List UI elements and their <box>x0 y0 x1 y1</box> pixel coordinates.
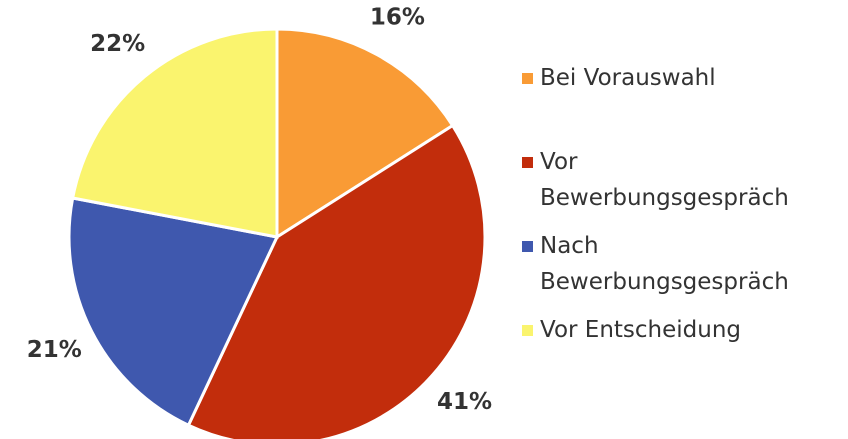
legend-swatch <box>522 157 533 168</box>
legend-label: Bei Vorauswahl <box>540 65 716 91</box>
legend-item: Bei Vorauswahl <box>522 60 830 96</box>
legend-item: Vor Bewerbungsgespräch <box>522 144 830 216</box>
legend-label: Vor Bewerbungsgespräch <box>540 149 789 211</box>
pie-slice <box>275 27 455 240</box>
pie-slice <box>186 123 487 439</box>
legend-swatch <box>522 241 533 252</box>
legend-item: Vor Entscheidung <box>522 312 830 348</box>
data-label: 16% <box>370 4 425 30</box>
legend-label: Vor Entscheidung <box>540 317 742 343</box>
data-label: 41% <box>437 389 492 415</box>
data-label: 22% <box>90 31 145 57</box>
legend-swatch <box>522 325 533 336</box>
legend-label: Nach Bewerbungsgespräch <box>540 233 789 295</box>
legend-item: Nach Bewerbungsgespräch <box>522 228 830 300</box>
pie-slice <box>70 27 279 239</box>
data-label: 21% <box>27 337 82 363</box>
pie-slice <box>67 196 280 428</box>
legend-swatch <box>522 73 533 84</box>
